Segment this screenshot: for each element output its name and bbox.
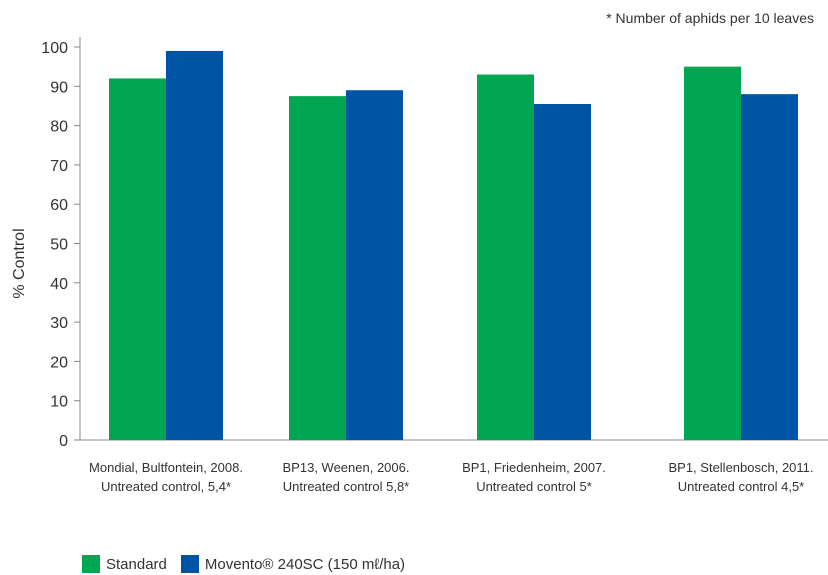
x-category-label: BP13, Weenen, 2006. Untreated control 5,8…: [283, 460, 410, 494]
bar-standard-4: [684, 66, 741, 441]
x-category-label: BP1, Stellenbosch, 2011. Untreated contro…: [668, 460, 813, 494]
y-axis-title: % Control: [11, 228, 28, 298]
x-category-label: BP1, Friedenheim, 2007. Untreated control…: [462, 460, 606, 494]
y-tick-label: 10: [50, 394, 68, 411]
y-tick-label: 80: [50, 119, 68, 136]
y-tick-label: 30: [50, 315, 68, 332]
bar-standard-1: [109, 78, 166, 440]
bar-standard-2: [289, 96, 346, 440]
bar-standard-3: [477, 74, 534, 440]
y-tick-label: 40: [50, 276, 68, 293]
legend: Standard Movento® 240SC (150 mℓ/ha): [82, 555, 419, 573]
y-tick-label: 90: [50, 79, 68, 96]
legend-item-standard: Standard: [82, 555, 167, 573]
bar-movento-1: [166, 50, 223, 441]
bar-chart: 0 10 20 30 40 50 60 70 80 90 100 % Control Mondial, …: [11, 37, 828, 494]
legend-swatch-standard: [82, 555, 100, 573]
bar-movento-4: [741, 94, 798, 440]
legend-swatch-movento: [180, 555, 199, 573]
bar-movento-2: [346, 90, 403, 440]
legend-label-movento: Movento® 240SC (150 mℓ/ha): [204, 555, 406, 573]
footnote: * Number of aphids per 10 leaves: [606, 10, 814, 26]
y-tick-label: 20: [50, 354, 68, 371]
x-category-label: Mondial, Bultfontein, 2008. Untreated con…: [89, 460, 243, 494]
y-tick-label: 60: [50, 197, 68, 214]
y-tick-label: 100: [41, 40, 68, 57]
y-tick-label: 50: [50, 237, 68, 254]
legend-label-standard: Standard: [106, 555, 167, 573]
bar-movento-3: [534, 103, 591, 441]
legend-item-movento: Movento® 240SC (150 mℓ/ha): [180, 555, 406, 573]
y-tick-label: 0: [59, 433, 68, 450]
y-tick-label: 70: [50, 158, 68, 175]
